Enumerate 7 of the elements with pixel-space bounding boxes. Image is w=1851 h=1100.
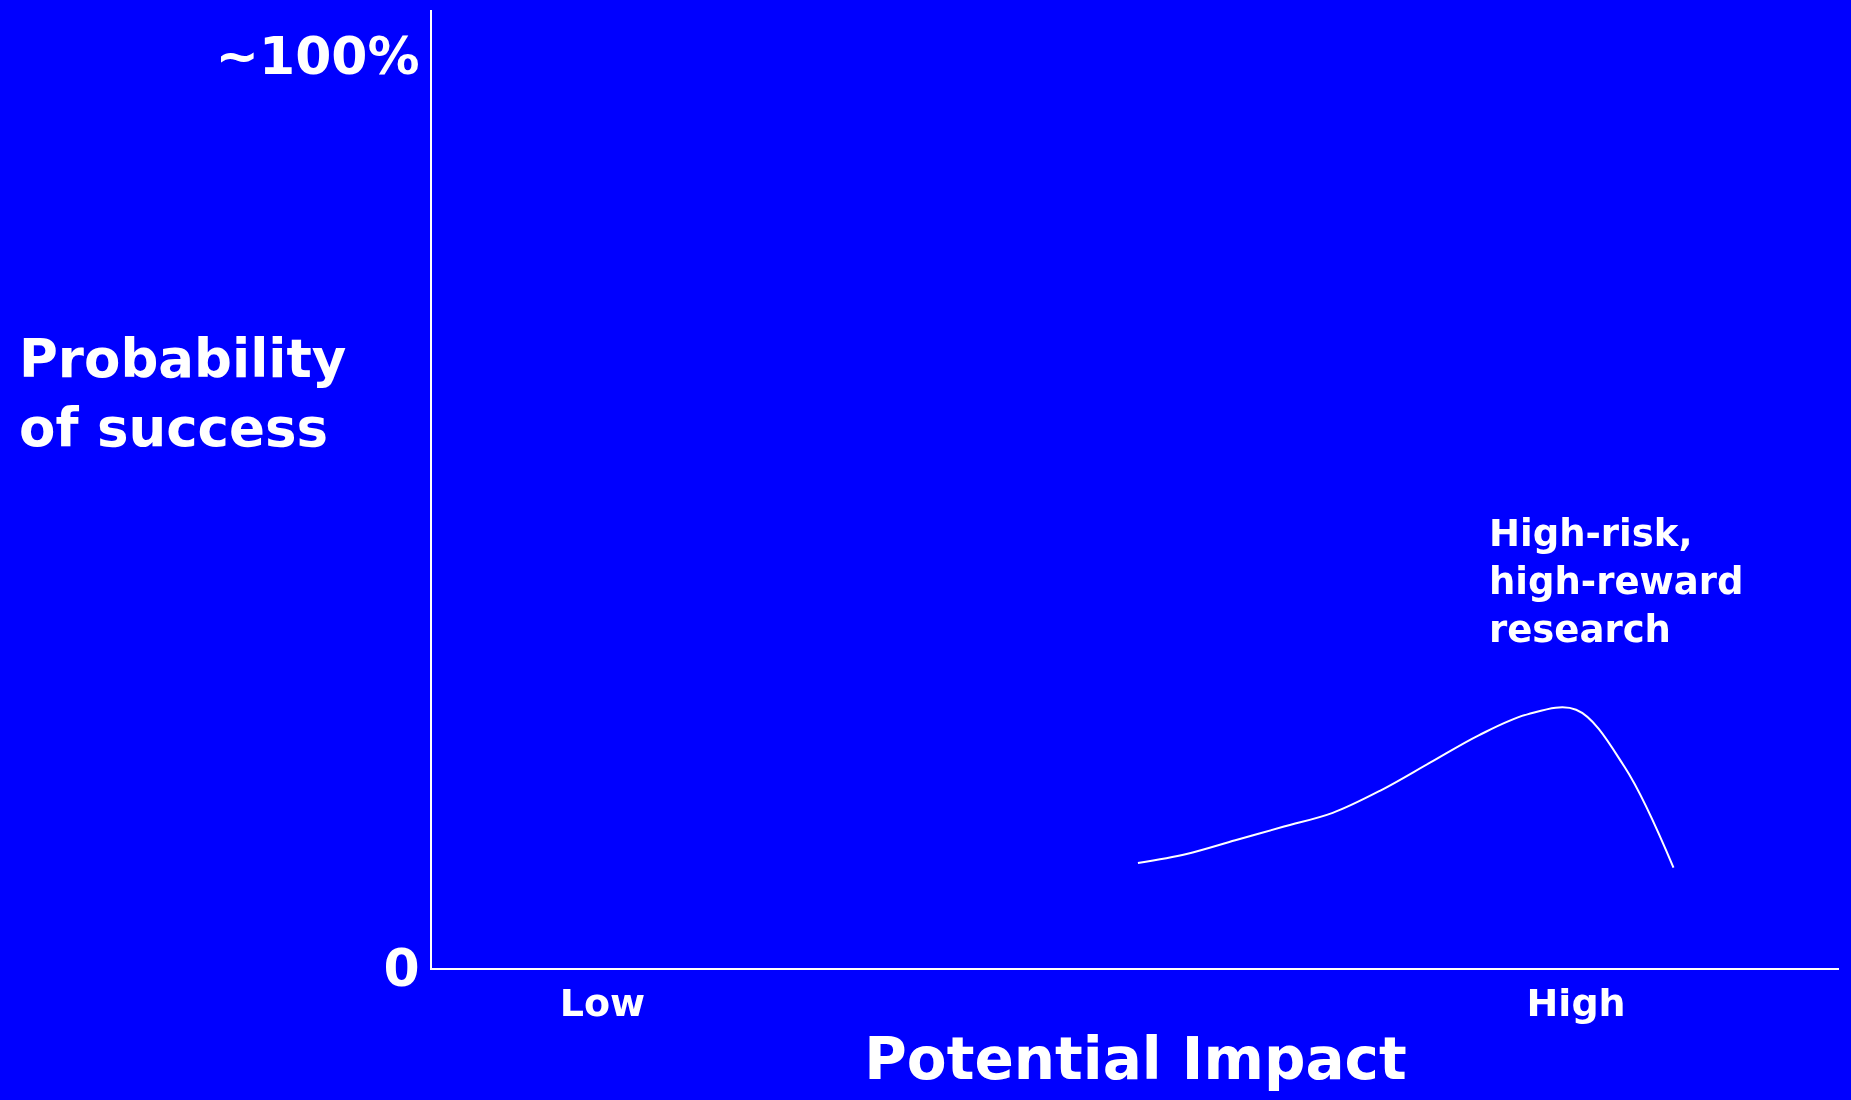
y-axis-title: Probability of success <box>19 328 347 458</box>
x-axis-title: Potential Impact <box>864 1025 1407 1094</box>
annotation: High-risk, high-reward research <box>1489 512 1744 652</box>
y-tick-label: 0 <box>383 938 420 999</box>
y-tick-label: ~100% <box>215 25 420 86</box>
x-tick-label: Low <box>559 980 646 1025</box>
x-tick-label: High <box>1526 980 1626 1025</box>
